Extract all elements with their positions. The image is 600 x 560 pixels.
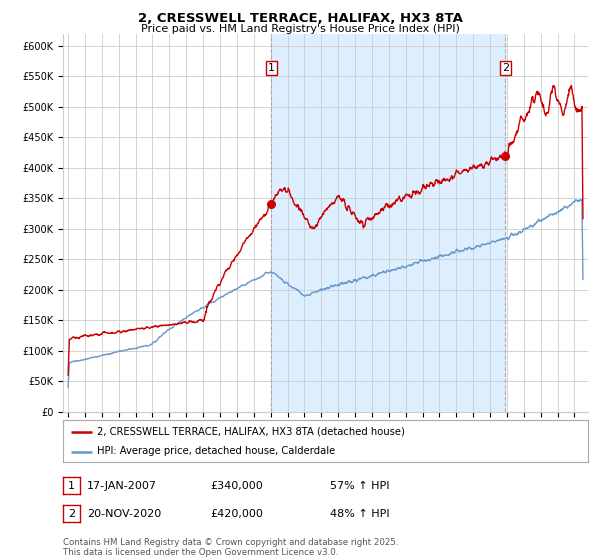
Text: 2: 2 <box>68 508 75 519</box>
Text: 48% ↑ HPI: 48% ↑ HPI <box>330 508 389 519</box>
Text: 1: 1 <box>268 63 275 73</box>
Text: £340,000: £340,000 <box>210 480 263 491</box>
Text: 2, CRESSWELL TERRACE, HALIFAX, HX3 8TA (detached house): 2, CRESSWELL TERRACE, HALIFAX, HX3 8TA (… <box>97 427 405 437</box>
Text: Contains HM Land Registry data © Crown copyright and database right 2025.
This d: Contains HM Land Registry data © Crown c… <box>63 538 398 557</box>
Text: HPI: Average price, detached house, Calderdale: HPI: Average price, detached house, Cald… <box>97 446 335 456</box>
Point <box>266 200 276 209</box>
Text: 20-NOV-2020: 20-NOV-2020 <box>87 508 161 519</box>
Text: 57% ↑ HPI: 57% ↑ HPI <box>330 480 389 491</box>
Text: 1: 1 <box>68 480 75 491</box>
Text: Price paid vs. HM Land Registry's House Price Index (HPI): Price paid vs. HM Land Registry's House … <box>140 24 460 34</box>
Text: 2, CRESSWELL TERRACE, HALIFAX, HX3 8TA: 2, CRESSWELL TERRACE, HALIFAX, HX3 8TA <box>137 12 463 25</box>
Bar <box>271 34 505 412</box>
Text: 17-JAN-2007: 17-JAN-2007 <box>87 480 157 491</box>
Point <box>500 151 510 160</box>
Text: 2: 2 <box>502 63 509 73</box>
Text: £420,000: £420,000 <box>210 508 263 519</box>
